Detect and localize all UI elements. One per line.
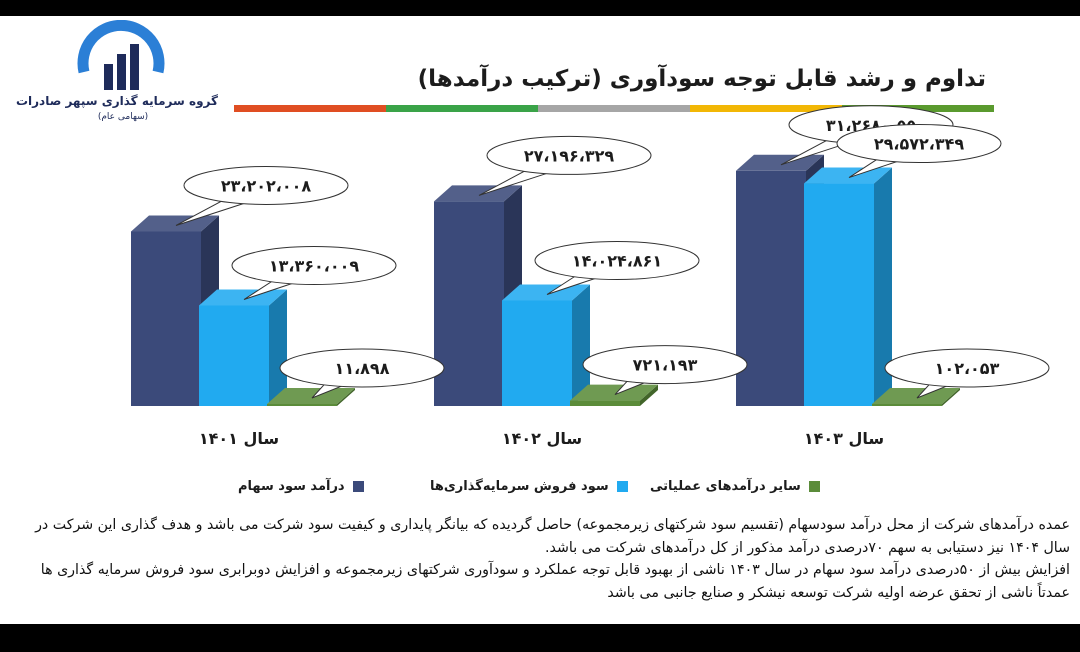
bar-front xyxy=(570,400,640,406)
callout-bubble xyxy=(884,348,1050,388)
logo-company-type: (سهامی عام) xyxy=(97,112,149,122)
bar-top xyxy=(736,154,824,171)
callout-bubble xyxy=(836,124,1002,164)
legend-item-dividend: درآمد سود سهام xyxy=(238,476,364,496)
callout-cover xyxy=(328,374,356,384)
bar-side xyxy=(942,388,960,406)
bar-front xyxy=(502,300,572,406)
strip-segment xyxy=(842,105,994,112)
bar-front xyxy=(131,231,201,406)
legend-label-dividend: درآمد سود سهام xyxy=(238,478,345,494)
bar-top xyxy=(502,284,590,301)
data-label: ۱۳،۳۶۰،۰۰۹ xyxy=(269,257,360,276)
callout-cover xyxy=(280,271,308,282)
logo-company-name: گروه سرمایه گذاری سپهر صادرات xyxy=(15,94,218,108)
bar-top xyxy=(570,384,658,401)
legend-label-investment-sales: سود فروش سرمایه‌گذاری‌ها xyxy=(430,478,609,494)
category-label: سال ۱۴۰۳ xyxy=(804,429,884,448)
company-logo: گروه سرمایه گذاری سپهر صادرات (سهامی عام… xyxy=(15,19,218,130)
callout-cover xyxy=(631,370,659,381)
strip-segment xyxy=(690,105,842,112)
data-label: ۱۱،۸۹۸ xyxy=(335,359,390,378)
callout-cover xyxy=(885,149,913,160)
bar-top xyxy=(267,388,355,404)
strip-segment xyxy=(234,105,386,112)
bar-side xyxy=(874,167,892,406)
callout-cover xyxy=(933,374,961,384)
bar-top xyxy=(434,185,522,202)
description-paragraph-1: عمده درآمدهای شرکت از محل درآمد سودسهام … xyxy=(35,517,1070,556)
bar-top xyxy=(872,388,960,404)
callout-bubble xyxy=(534,240,700,280)
bar-top xyxy=(199,289,287,306)
bar-front xyxy=(199,305,269,406)
callout-bubble xyxy=(183,165,349,205)
data-label: ۷۲۱،۱۹۳ xyxy=(633,356,698,375)
strip-segment xyxy=(538,105,690,112)
data-label: ۱۰۲،۰۵۳ xyxy=(935,359,1000,378)
callout-bubble xyxy=(582,345,748,385)
revenue-bar-chart: ۲۳،۲۰۲،۰۰۸ ۱۳،۳۶۰،۰۰۹ ۱۱،۸۹۸ ۲۷،۱۹۶،۳۲۹ ۱۴،۰… xyxy=(131,105,1050,448)
logo-mark-icon xyxy=(77,19,165,90)
bar-front xyxy=(804,183,874,406)
bar-top xyxy=(804,167,892,184)
data-label: ۲۹،۵۷۲،۳۴۹ xyxy=(874,135,965,154)
page-title: تداوم و رشد قابل توجه سودآوری (ترکیب درآ… xyxy=(417,66,986,92)
legend-swatch-other-income xyxy=(808,480,820,492)
legend-swatch-dividend xyxy=(352,480,364,492)
callout-cover xyxy=(535,161,563,172)
bar-side xyxy=(572,284,590,406)
callout-bubble xyxy=(231,246,397,286)
data-label: ۲۳،۲۰۲،۰۰۸ xyxy=(221,176,312,195)
category-label: سال ۱۴۰۲ xyxy=(502,429,582,448)
callout-bubble xyxy=(279,348,445,388)
data-label: ۱۴،۰۲۴،۸۶۱ xyxy=(572,251,662,270)
bar-side xyxy=(640,384,658,406)
legend-swatch-investment-sales xyxy=(616,480,628,492)
callout-cover xyxy=(583,266,611,277)
legend-label-other-income: سایر درآمدهای عملیاتی xyxy=(650,478,801,494)
bar-side xyxy=(337,388,355,406)
description-text: عمده درآمدهای شرکت از محل درآمد سودسهام … xyxy=(14,514,1070,604)
category-label: سال ۱۴۰۱ xyxy=(199,429,279,448)
bar-front xyxy=(267,404,337,406)
bar-top xyxy=(131,215,219,232)
data-label: ۲۷،۱۹۶،۳۲۹ xyxy=(524,146,615,165)
legend-item-investment-sales: سود فروش سرمایه‌گذاری‌ها xyxy=(430,476,628,496)
slide-panel: گروه سرمایه گذاری سپهر صادرات (سهامی عام… xyxy=(0,16,1080,624)
bar-front xyxy=(434,201,504,406)
callout-bubble xyxy=(486,135,652,175)
description-paragraph-2: افزایش بیش از ۵۰درصدی درآمد سود سهام در … xyxy=(40,562,1070,601)
bar-side xyxy=(269,289,287,406)
legend-item-other-income: سایر درآمدهای عملیاتی xyxy=(650,476,820,496)
callout-cover xyxy=(232,191,260,202)
title-color-strip xyxy=(234,105,994,112)
bar-front xyxy=(872,404,942,406)
strip-segment xyxy=(386,105,538,112)
bar-front xyxy=(736,170,806,406)
